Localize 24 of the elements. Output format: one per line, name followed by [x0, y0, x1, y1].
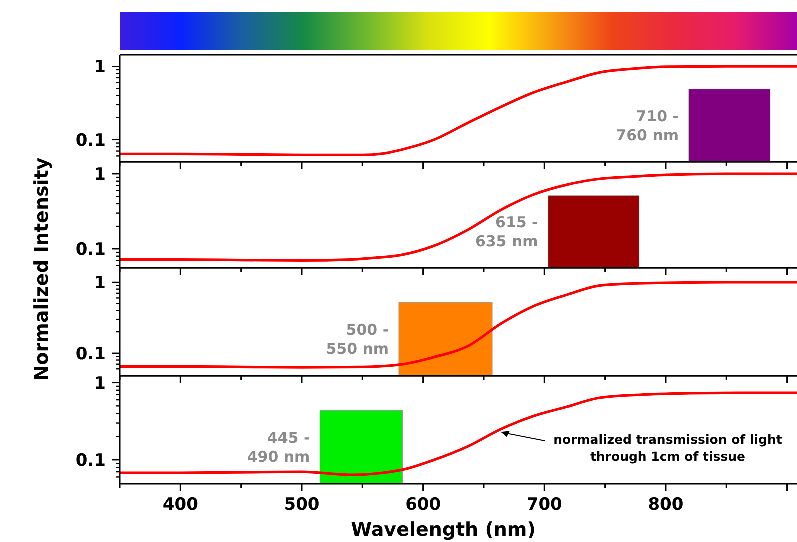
band-label: 500 - 550 nm: [326, 320, 390, 358]
x-tick-label: 600: [406, 495, 442, 515]
band-label: 615 - 635 nm: [475, 214, 538, 251]
x-tick-label: 800: [648, 495, 684, 515]
y-tick-label: 0.1: [76, 451, 106, 472]
band-label: 445 - 490 nm: [247, 428, 310, 466]
y-tick-label: 0.1: [76, 344, 106, 364]
y-axis-title: Normalized Intensity: [31, 157, 53, 382]
line-series: [118, 392, 797, 476]
y-tick-label: 0.1: [76, 240, 106, 260]
band-label: 710 - 760 nm: [616, 107, 680, 144]
y-tick-label: 0.1: [76, 130, 106, 151]
line-series: [118, 172, 797, 262]
line-series: [118, 281, 797, 369]
x-tick-label: 700: [526, 495, 563, 515]
x-axis-title: Wavelength (nm): [351, 519, 536, 541]
y-tick-label: 1: [94, 374, 106, 394]
x-tick-label: 400: [162, 495, 199, 515]
y-tick-label: 1: [94, 58, 106, 78]
line-series: [118, 65, 797, 156]
x-tick-label: 500: [284, 495, 320, 515]
y-tick-label: 1: [94, 165, 106, 186]
annotation: normalized transmission of light through 1cm of tissue: [554, 432, 782, 464]
y-tick-label: 1: [94, 273, 106, 294]
